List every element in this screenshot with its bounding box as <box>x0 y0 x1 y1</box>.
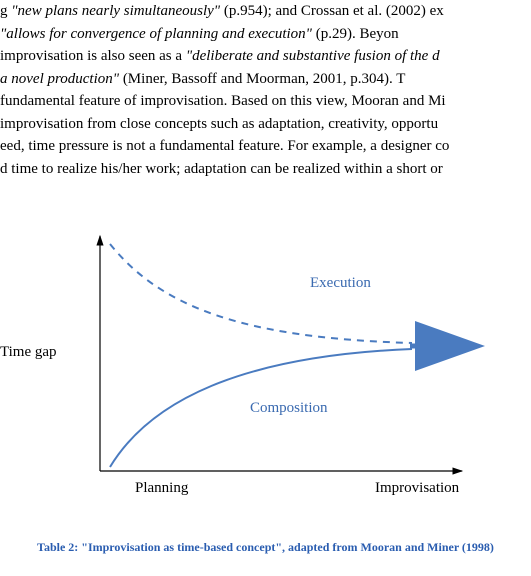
text-line: fundamental feature of improvisation. Ba… <box>0 90 531 113</box>
convergence-diagram <box>42 226 487 518</box>
text-line: improvisation from close concepts such a… <box>0 113 531 136</box>
figure-caption: Table 2: "Improvisation as time-based co… <box>0 540 531 555</box>
diagram-svg <box>42 226 487 518</box>
quote: "new plans nearly simultaneously" <box>11 3 220 19</box>
text-frag: g <box>0 3 11 19</box>
quote: "deliberate and substantive fusion of th… <box>186 48 440 64</box>
text-line: eed, time pressure is not a fundamental … <box>0 135 531 158</box>
quote: a novel production" <box>0 71 119 87</box>
text-frag: improvisation is also seen as a <box>0 48 186 64</box>
quote: "allows for convergence of planning and … <box>0 26 312 42</box>
text-frag: (Miner, Bassoff and Moorman, 2001, p.304… <box>119 71 405 87</box>
text-frag: (p.29). Beyon <box>312 26 399 42</box>
text-frag: (p.954); and Crossan et al. (2002) ex <box>220 3 444 19</box>
body-paragraph: g "new plans nearly simultaneously" (p.9… <box>0 0 531 180</box>
text-line: d time to realize his/her work; adaptati… <box>0 158 531 181</box>
